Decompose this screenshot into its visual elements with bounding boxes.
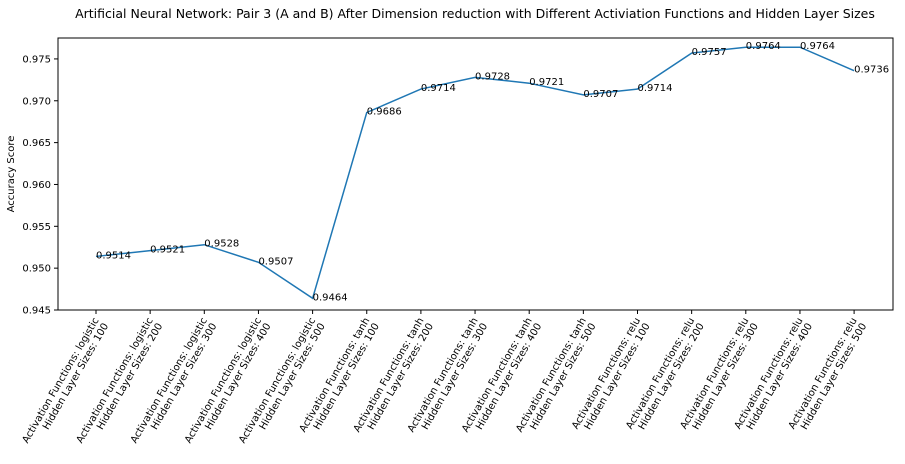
data-label: 0.9721 bbox=[529, 77, 564, 88]
data-label: 0.9686 bbox=[367, 106, 402, 117]
data-label: 0.9521 bbox=[150, 245, 185, 256]
series-line bbox=[95, 46, 855, 300]
data-label: 0.9464 bbox=[313, 292, 348, 303]
data-label: 0.9528 bbox=[204, 239, 239, 250]
data-label: 0.9507 bbox=[258, 256, 293, 267]
chart-title: Artificial Neural Network: Pair 3 (A and… bbox=[75, 6, 875, 21]
data-label: 0.9714 bbox=[638, 83, 673, 94]
data-label: 0.9736 bbox=[854, 65, 889, 76]
y-tick-label: 0.965 bbox=[22, 138, 51, 149]
data-label: 0.9714 bbox=[421, 83, 456, 94]
plot-area: 0.945 0.950 0.955 0.960 0.965 0.970 0.975 Activ… bbox=[21, 37, 894, 451]
data-label: 0.9728 bbox=[475, 71, 510, 82]
y-tick-label: 0.945 bbox=[22, 306, 51, 317]
data-label: 0.9757 bbox=[692, 47, 727, 58]
y-tick-label: 0.970 bbox=[22, 96, 51, 107]
x-tick-label: Activation Functions: logisticHidden Lay… bbox=[21, 316, 112, 451]
y-axis-label: Accuracy Score bbox=[6, 136, 17, 213]
data-label: 0.9514 bbox=[96, 250, 131, 261]
y-tick-label: 0.960 bbox=[22, 180, 51, 191]
y-tick-label: 0.950 bbox=[22, 264, 51, 275]
y-tick-label: 0.955 bbox=[22, 222, 51, 233]
data-label: 0.9707 bbox=[583, 89, 618, 100]
data-label: 0.9764 bbox=[800, 41, 835, 52]
data-label: 0.9764 bbox=[746, 41, 781, 52]
y-tick-label: 0.975 bbox=[22, 54, 51, 65]
